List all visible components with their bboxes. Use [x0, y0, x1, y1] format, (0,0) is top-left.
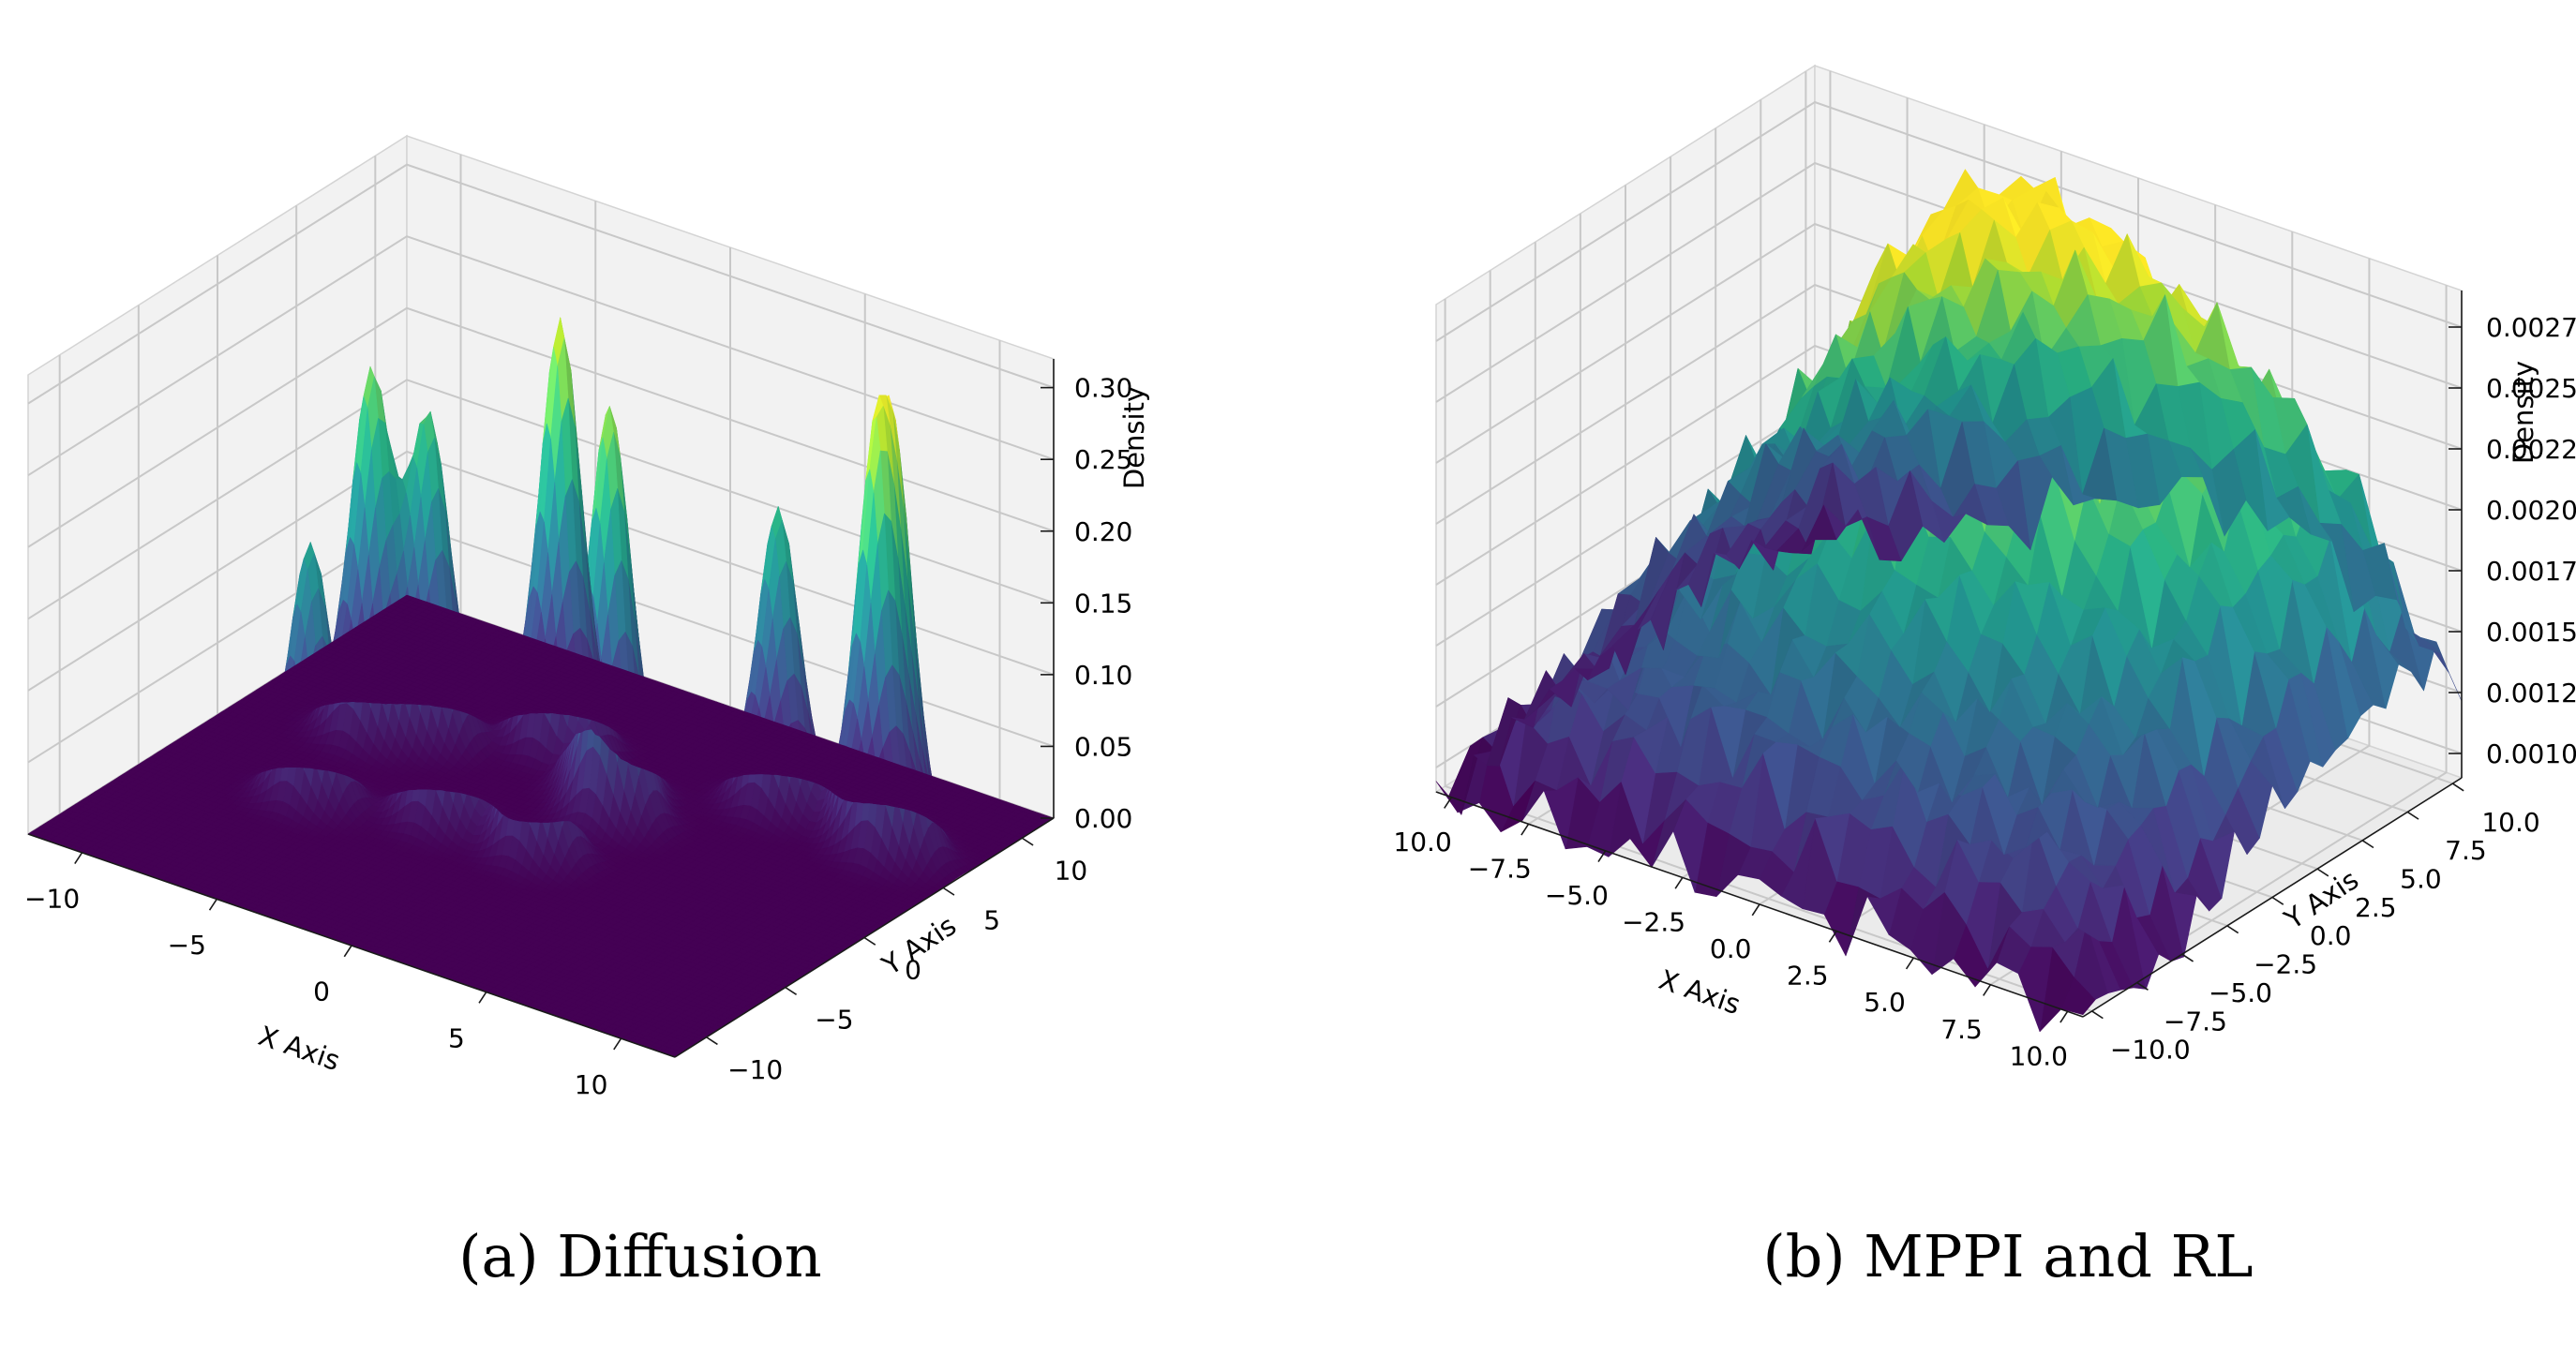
gridline-z-6 — [27, 163, 1055, 405]
surface-mesh — [27, 317, 1055, 1058]
gridline-z-2 — [27, 450, 1055, 692]
gridline-z-5 — [27, 235, 1055, 477]
gridline-z-4 — [27, 306, 1055, 548]
gridline-z-3 — [27, 379, 1055, 620]
